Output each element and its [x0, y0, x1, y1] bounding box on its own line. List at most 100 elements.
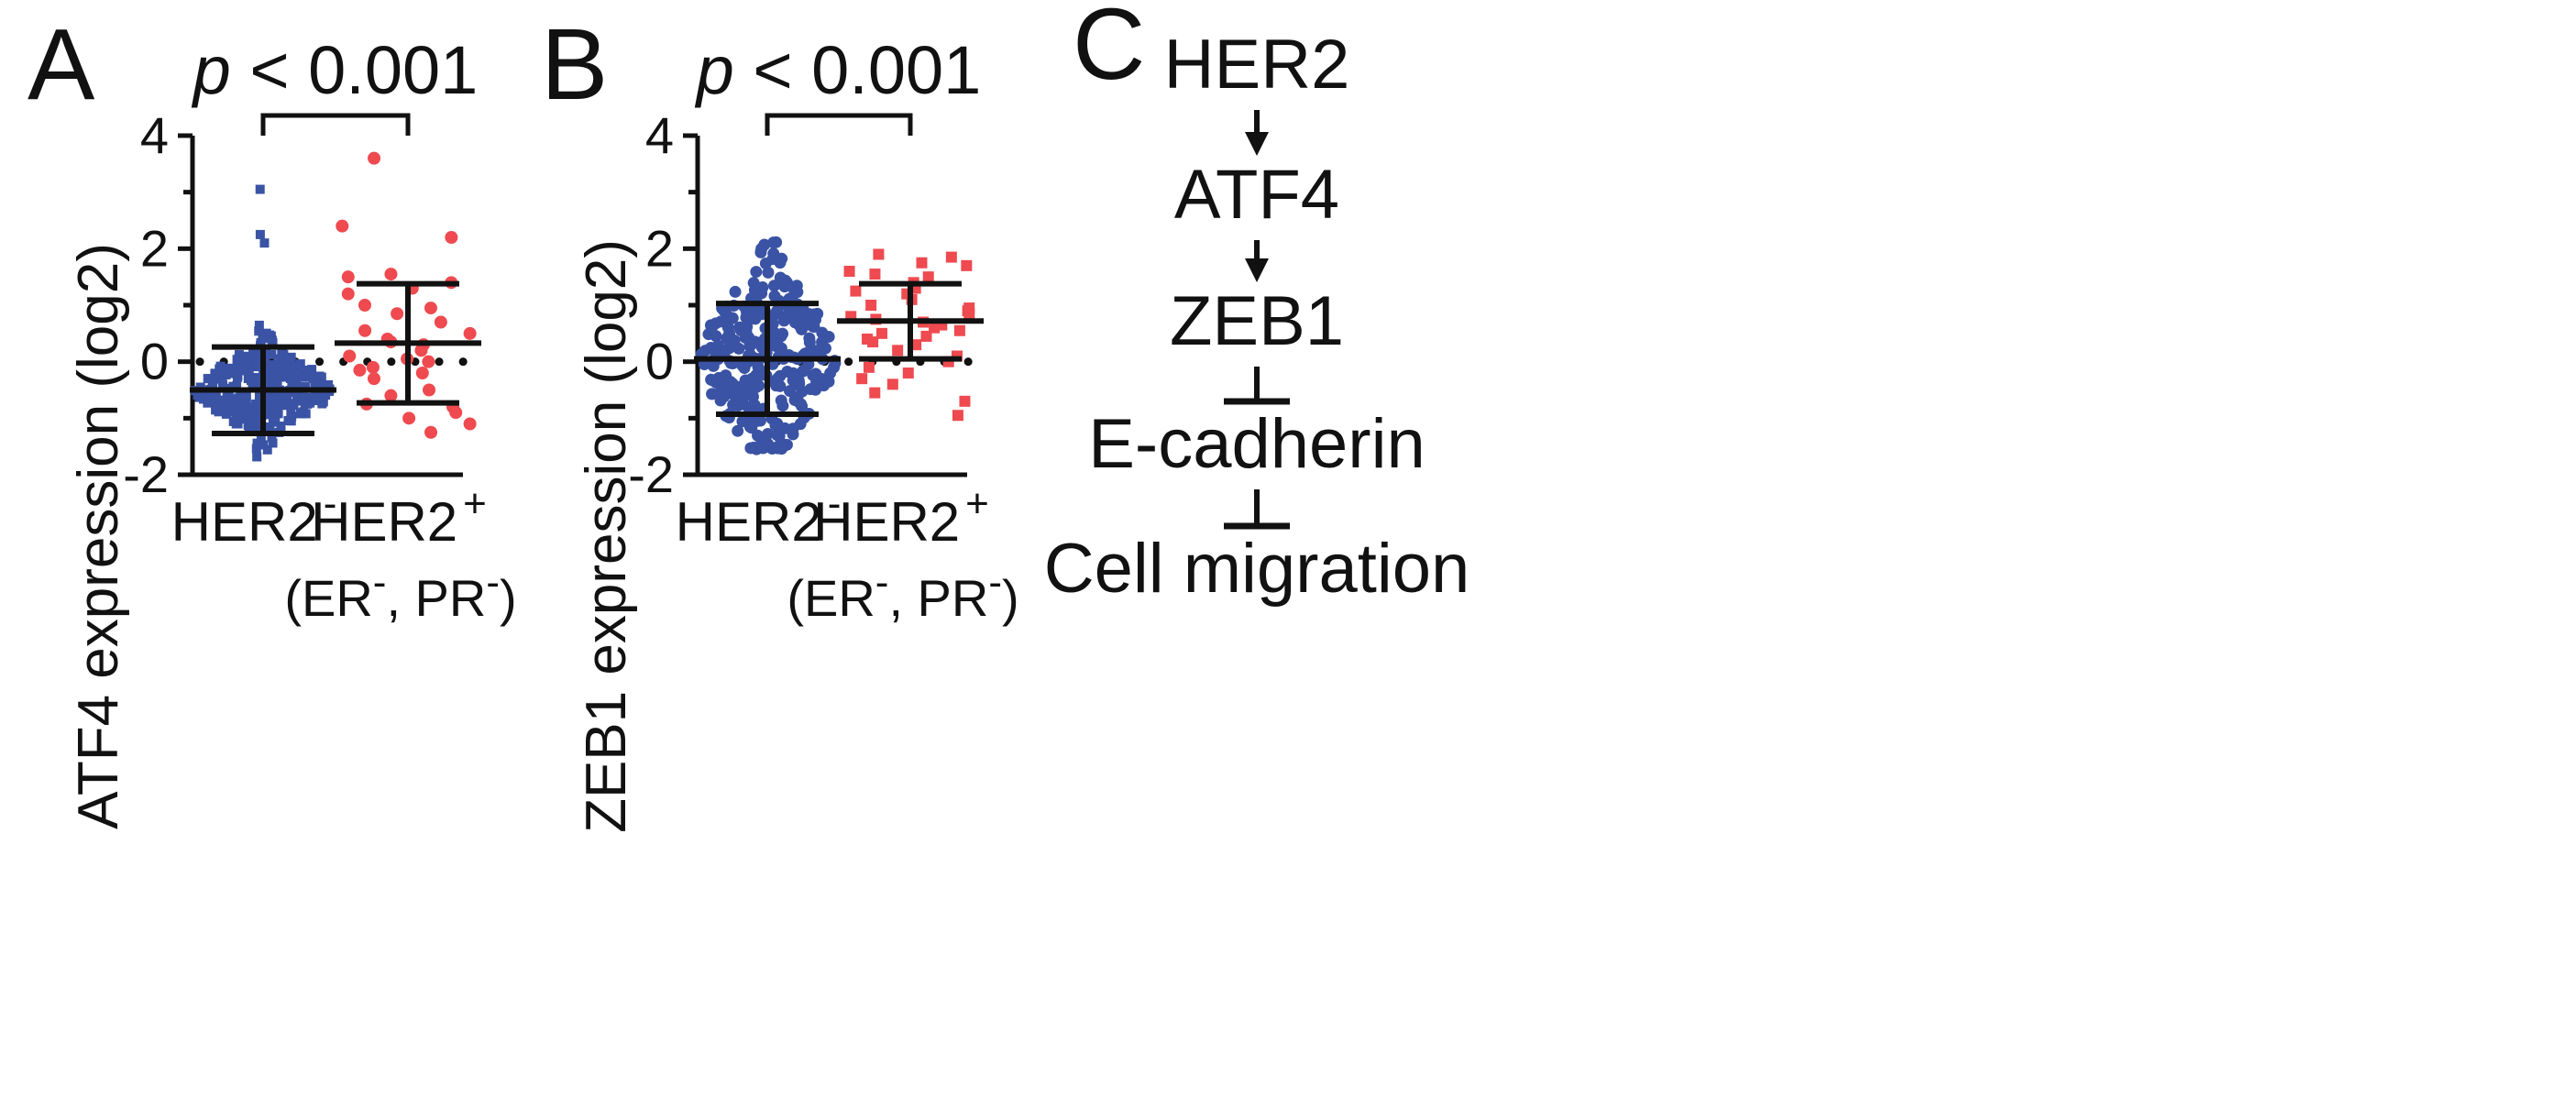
data-point — [301, 409, 311, 419]
data-point — [288, 372, 298, 382]
data-point — [217, 405, 227, 415]
data-point — [794, 308, 807, 321]
data-point — [807, 368, 820, 381]
data-point — [255, 184, 265, 194]
data-point — [776, 400, 789, 412]
data-point — [295, 359, 305, 369]
data-point — [791, 378, 804, 391]
y-ticks-a: -2 0 2 4 — [123, 106, 193, 503]
data-point — [300, 382, 310, 392]
data-point — [259, 440, 269, 450]
data-point — [231, 419, 241, 429]
data-point — [758, 238, 771, 251]
data-point — [772, 372, 785, 385]
data-point — [463, 326, 477, 340]
data-point — [741, 321, 754, 334]
data-point — [286, 364, 296, 374]
data-point — [232, 381, 242, 391]
data-point — [366, 360, 380, 374]
data-point — [867, 336, 879, 348]
data-point — [252, 419, 262, 429]
data-point — [762, 427, 775, 440]
data-point — [740, 312, 753, 324]
x-category-label: HER2- — [171, 481, 337, 553]
data-point — [243, 414, 253, 424]
data-point — [265, 389, 275, 400]
data-point — [231, 410, 241, 420]
data-point — [711, 339, 724, 352]
data-point — [415, 367, 429, 379]
y-tick-label: -2 — [628, 445, 674, 503]
significance-bracket-a: p < 0.001 — [192, 32, 478, 136]
data-point — [434, 315, 447, 329]
data-point — [368, 151, 381, 165]
data-point — [726, 378, 739, 390]
data-point — [746, 390, 759, 403]
data-point — [819, 342, 831, 355]
data-point — [283, 415, 293, 425]
data-point — [341, 287, 355, 301]
data-point — [706, 388, 719, 400]
pathway-node: E-cadherin — [1088, 405, 1426, 483]
data-point — [254, 320, 264, 330]
data-point — [241, 409, 251, 419]
data-point — [353, 363, 367, 377]
data-point — [803, 336, 816, 349]
data-point — [892, 345, 904, 357]
data-point — [784, 385, 797, 398]
data-point — [929, 322, 941, 334]
data-point — [772, 440, 785, 453]
data-point — [710, 330, 722, 343]
y-axis-label-a: ATF4 expression (log2) — [67, 243, 130, 829]
data-point — [963, 308, 975, 320]
data-point — [343, 349, 357, 363]
data-point — [422, 355, 435, 368]
panel-letter-c: C — [1073, 0, 1145, 101]
data-point — [244, 366, 254, 376]
data-point — [267, 363, 277, 373]
x-category-label: HER2- — [676, 481, 842, 553]
data-point — [266, 405, 276, 415]
data-point — [336, 219, 349, 233]
data-point — [267, 379, 277, 389]
data-point — [791, 286, 804, 299]
data-point — [750, 286, 763, 299]
data-point — [777, 314, 790, 327]
data-point — [252, 452, 262, 462]
pathway-node: HER2 — [1164, 26, 1350, 104]
data-point — [262, 444, 272, 455]
data-point — [449, 406, 463, 420]
data-point — [445, 231, 458, 244]
data-point — [910, 339, 922, 351]
data-point — [268, 417, 278, 427]
data-point — [254, 326, 264, 336]
data-point — [463, 417, 477, 431]
data-point — [367, 372, 380, 386]
data-point — [267, 335, 277, 346]
data-point — [869, 269, 881, 280]
data-point — [414, 344, 428, 357]
y-tick-label: 0 — [645, 333, 674, 390]
data-point — [358, 299, 371, 312]
data-point — [269, 367, 279, 378]
data-point — [767, 236, 780, 249]
data-point — [787, 367, 799, 379]
y-axis-label-b: ZEB1 expression (log2) — [575, 239, 638, 833]
data-point — [227, 396, 237, 406]
data-point — [259, 238, 270, 248]
data-point — [788, 394, 801, 407]
data-point — [299, 392, 309, 402]
activation-arrow-head — [1245, 132, 1269, 156]
data-point — [270, 412, 281, 422]
data-point — [743, 380, 756, 393]
data-point — [715, 373, 728, 386]
panel-letter-b: B — [541, 8, 608, 121]
data-point — [843, 266, 855, 277]
data-point — [749, 335, 762, 348]
data-point — [341, 270, 355, 284]
data-point — [215, 364, 225, 374]
data-point — [270, 399, 281, 409]
data-point — [762, 266, 775, 279]
data-point — [920, 330, 932, 342]
